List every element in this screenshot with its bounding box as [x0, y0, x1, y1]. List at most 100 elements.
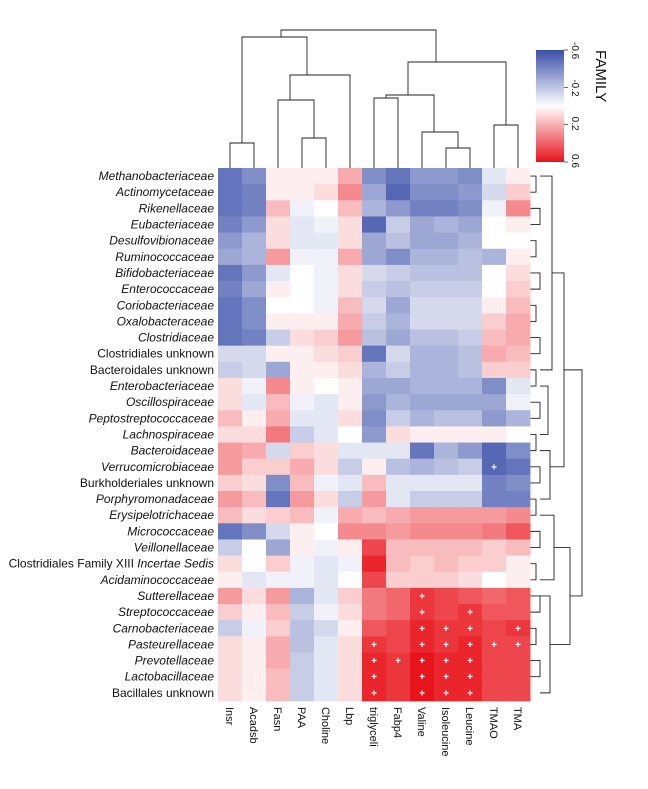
heatmap-cell	[362, 668, 387, 686]
heatmap-cell	[410, 345, 435, 363]
heatmap-cell	[314, 426, 339, 443]
heatmap-cell	[338, 571, 363, 589]
heatmap-cell	[410, 297, 435, 314]
significance-markers: + + + + + + + + + + + + + + + + + + + + + + + + + + +	[371, 462, 521, 699]
heatmap-cell	[338, 281, 363, 298]
heatmap-cell	[338, 652, 363, 670]
heatmap-cell	[434, 426, 459, 443]
heatmap-cell	[290, 539, 315, 556]
heatmap-cell	[314, 394, 339, 411]
heatmap-cell	[434, 377, 459, 395]
row-dendrogram-link	[540, 385, 549, 435]
column-dendrogram-link	[445, 147, 471, 168]
heatmap-cell	[386, 491, 411, 508]
heatmap-cell	[458, 491, 483, 508]
significance-marker: +	[515, 640, 521, 651]
heatmap-cell	[410, 313, 435, 330]
heatmap-cell	[434, 361, 459, 379]
row-label: Ruminococcaceae	[115, 250, 214, 264]
column-dendrogram-link	[229, 142, 255, 168]
heatmap-cell	[314, 216, 339, 233]
heatmap-cell	[458, 426, 483, 443]
heatmap-cell	[482, 168, 507, 185]
significance-marker: +	[467, 672, 473, 683]
heatmap-cell	[410, 458, 435, 476]
legend-tick-label: -0.6	[569, 42, 580, 60]
row-dendrogram-link	[530, 563, 537, 581]
significance-marker: +	[419, 656, 425, 667]
row-dendrogram-link	[564, 369, 583, 597]
row-dendrogram-link	[530, 466, 541, 484]
heatmap-cell	[410, 394, 435, 411]
heatmap-cell	[506, 587, 531, 605]
heatmap-cell	[266, 620, 291, 637]
heatmap-cell	[482, 523, 507, 540]
heatmap-cell	[458, 684, 483, 702]
column-label: Insr	[223, 707, 235, 726]
heatmap-cell	[386, 232, 411, 250]
heatmap-cell	[386, 361, 411, 379]
row-dendrogram-link	[530, 240, 537, 258]
heatmap-cell	[386, 329, 411, 347]
heatmap-cell	[434, 184, 459, 201]
heatmap-cell	[506, 620, 531, 637]
heatmap-cell	[506, 539, 531, 556]
row-label: Oxalobacteraceae	[117, 314, 215, 328]
heatmap-cell	[290, 523, 315, 540]
heatmap-cell	[482, 184, 507, 201]
heatmap-cell	[242, 491, 267, 508]
heatmap-cell	[506, 604, 531, 621]
heatmap-cell	[458, 652, 483, 670]
heatmap-cell	[314, 539, 339, 556]
significance-marker: +	[491, 640, 497, 651]
heatmap-cell	[218, 539, 243, 556]
heatmap-cell	[362, 426, 387, 443]
heatmap-cell	[338, 620, 363, 637]
column-label: Isoleucine	[439, 707, 451, 757]
heatmap-cell	[362, 636, 387, 653]
heatmap-cell	[482, 426, 507, 443]
heatmap-cell	[266, 232, 291, 250]
heatmap-cell	[434, 652, 459, 670]
row-label: Veillonellaceae	[134, 541, 215, 555]
heatmap-cell	[362, 523, 387, 540]
significance-marker: +	[443, 656, 449, 667]
heatmap-cell	[218, 426, 243, 443]
heatmap-cell	[242, 329, 267, 347]
row-dendrogram-link	[540, 450, 551, 500]
heatmap-cell	[458, 361, 483, 379]
heatmap-cell	[218, 361, 243, 379]
heatmap-cell	[218, 410, 243, 427]
heatmap-cell	[482, 313, 507, 330]
heatmap-cell	[290, 620, 315, 637]
heatmap-cell	[290, 168, 315, 185]
heatmap-cell	[458, 458, 483, 476]
heatmap-cell	[410, 264, 435, 282]
heatmap-cell	[314, 232, 339, 250]
heatmap-cell	[314, 297, 339, 314]
column-dendrogram-link	[373, 97, 399, 168]
heatmap-cell	[290, 636, 315, 653]
heatmap-cell	[362, 684, 387, 702]
heatmap-cell	[338, 377, 363, 395]
heatmap-cell	[506, 184, 531, 201]
row-label: Rikenellaceae	[139, 201, 215, 215]
heatmap-cell	[482, 200, 507, 217]
row-label: Methanobacteriaceae	[99, 169, 215, 183]
heatmap-cell	[482, 636, 507, 653]
heatmap-cell	[362, 410, 387, 427]
significance-marker: +	[395, 656, 401, 667]
row-label: Peptostreptococcaceae	[89, 411, 215, 425]
heatmap-cell	[314, 410, 339, 427]
heatmap-cell	[458, 394, 483, 411]
heatmap-cell	[482, 491, 507, 508]
heatmap-cell	[506, 297, 531, 314]
heatmap-cell	[314, 458, 339, 476]
column-dendrogram-link	[421, 131, 459, 168]
heatmap-cell	[458, 232, 483, 250]
column-dendrogram-link	[385, 94, 435, 132]
heatmap-cell	[218, 329, 243, 347]
heatmap-cell	[242, 264, 267, 282]
heatmap-cell	[434, 539, 459, 556]
